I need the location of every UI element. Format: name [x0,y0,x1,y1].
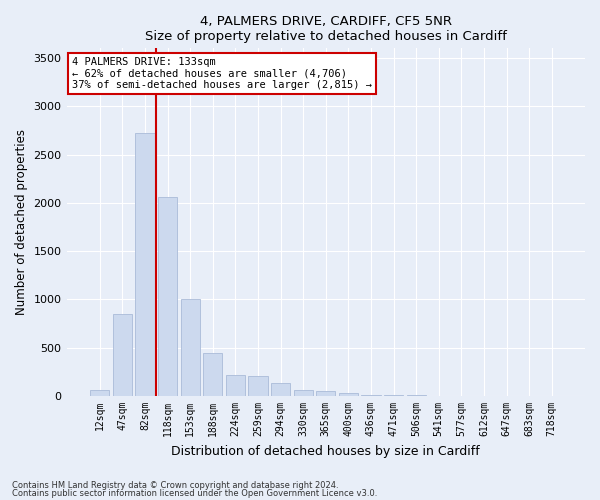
Text: 4 PALMERS DRIVE: 133sqm
← 62% of detached houses are smaller (4,706)
37% of semi: 4 PALMERS DRIVE: 133sqm ← 62% of detache… [72,57,372,90]
Text: Contains HM Land Registry data © Crown copyright and database right 2024.: Contains HM Land Registry data © Crown c… [12,480,338,490]
Bar [407,395,426,396]
Bar [339,393,358,396]
Bar [181,300,200,396]
Bar [90,390,109,396]
X-axis label: Distribution of detached houses by size in Cardiff: Distribution of detached houses by size … [172,444,480,458]
Bar [361,394,380,396]
Bar [293,390,313,396]
Title: 4, PALMERS DRIVE, CARDIFF, CF5 5NR
Size of property relative to detached houses : 4, PALMERS DRIVE, CARDIFF, CF5 5NR Size … [145,15,507,43]
Bar [203,352,223,396]
Bar [158,197,177,396]
Bar [271,384,290,396]
Text: Contains public sector information licensed under the Open Government Licence v3: Contains public sector information licen… [12,489,377,498]
Bar [136,134,155,396]
Bar [384,395,403,396]
Bar [113,314,132,396]
Bar [248,376,268,396]
Bar [226,375,245,396]
Bar [316,391,335,396]
Y-axis label: Number of detached properties: Number of detached properties [15,129,28,315]
